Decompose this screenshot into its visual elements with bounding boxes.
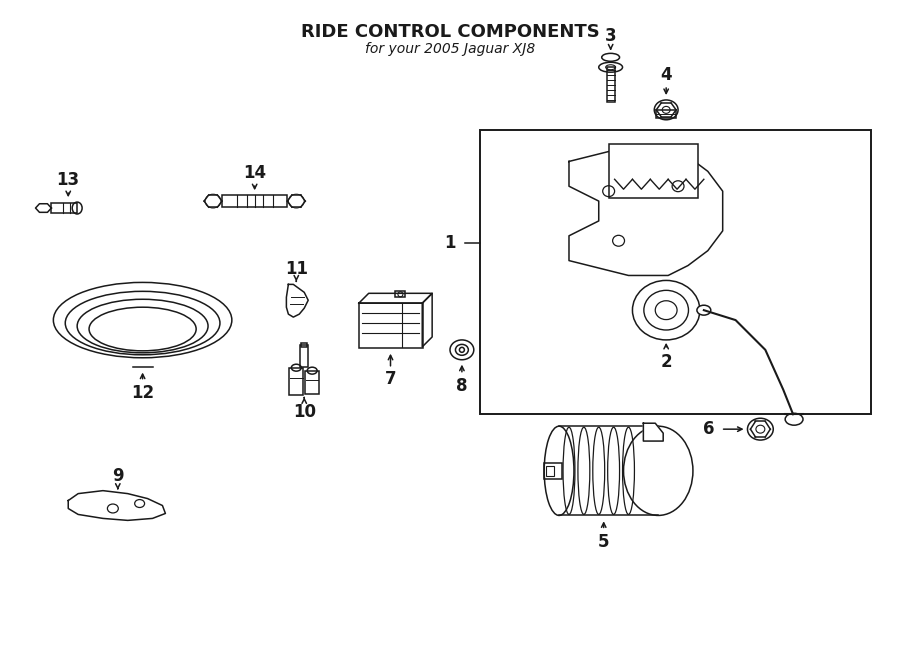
Bar [222,195,287,207]
Bar [656,110,676,118]
Polygon shape [68,490,166,520]
Bar [359,303,423,348]
Bar [301,345,308,367]
Text: 8: 8 [456,377,468,395]
Bar [395,292,405,297]
Text: 2: 2 [661,353,672,371]
Bar [305,371,320,395]
Text: 6: 6 [703,420,715,438]
Bar [544,463,562,479]
Text: 7: 7 [384,369,396,387]
Text: 14: 14 [243,165,266,182]
Text: 1: 1 [445,234,455,252]
Ellipse shape [697,305,711,315]
Bar [51,203,77,213]
Text: for your 2005 Jaguar XJ8: for your 2005 Jaguar XJ8 [364,42,536,56]
Polygon shape [286,284,308,317]
Bar [608,143,698,198]
Text: 4: 4 [661,66,672,84]
Polygon shape [569,147,723,276]
Bar [480,130,871,414]
Text: 10: 10 [292,403,316,421]
Text: 12: 12 [131,385,154,403]
Text: 13: 13 [57,171,80,189]
Polygon shape [644,423,663,441]
Text: RIDE CONTROL COMPONENTS: RIDE CONTROL COMPONENTS [301,22,599,40]
Bar [290,368,303,395]
Bar [607,67,615,102]
Text: 9: 9 [112,467,123,485]
Bar [302,343,307,347]
Text: 3: 3 [605,26,617,44]
Text: 11: 11 [284,260,308,278]
Bar [546,466,554,476]
Text: 5: 5 [598,533,609,551]
Ellipse shape [633,280,700,340]
